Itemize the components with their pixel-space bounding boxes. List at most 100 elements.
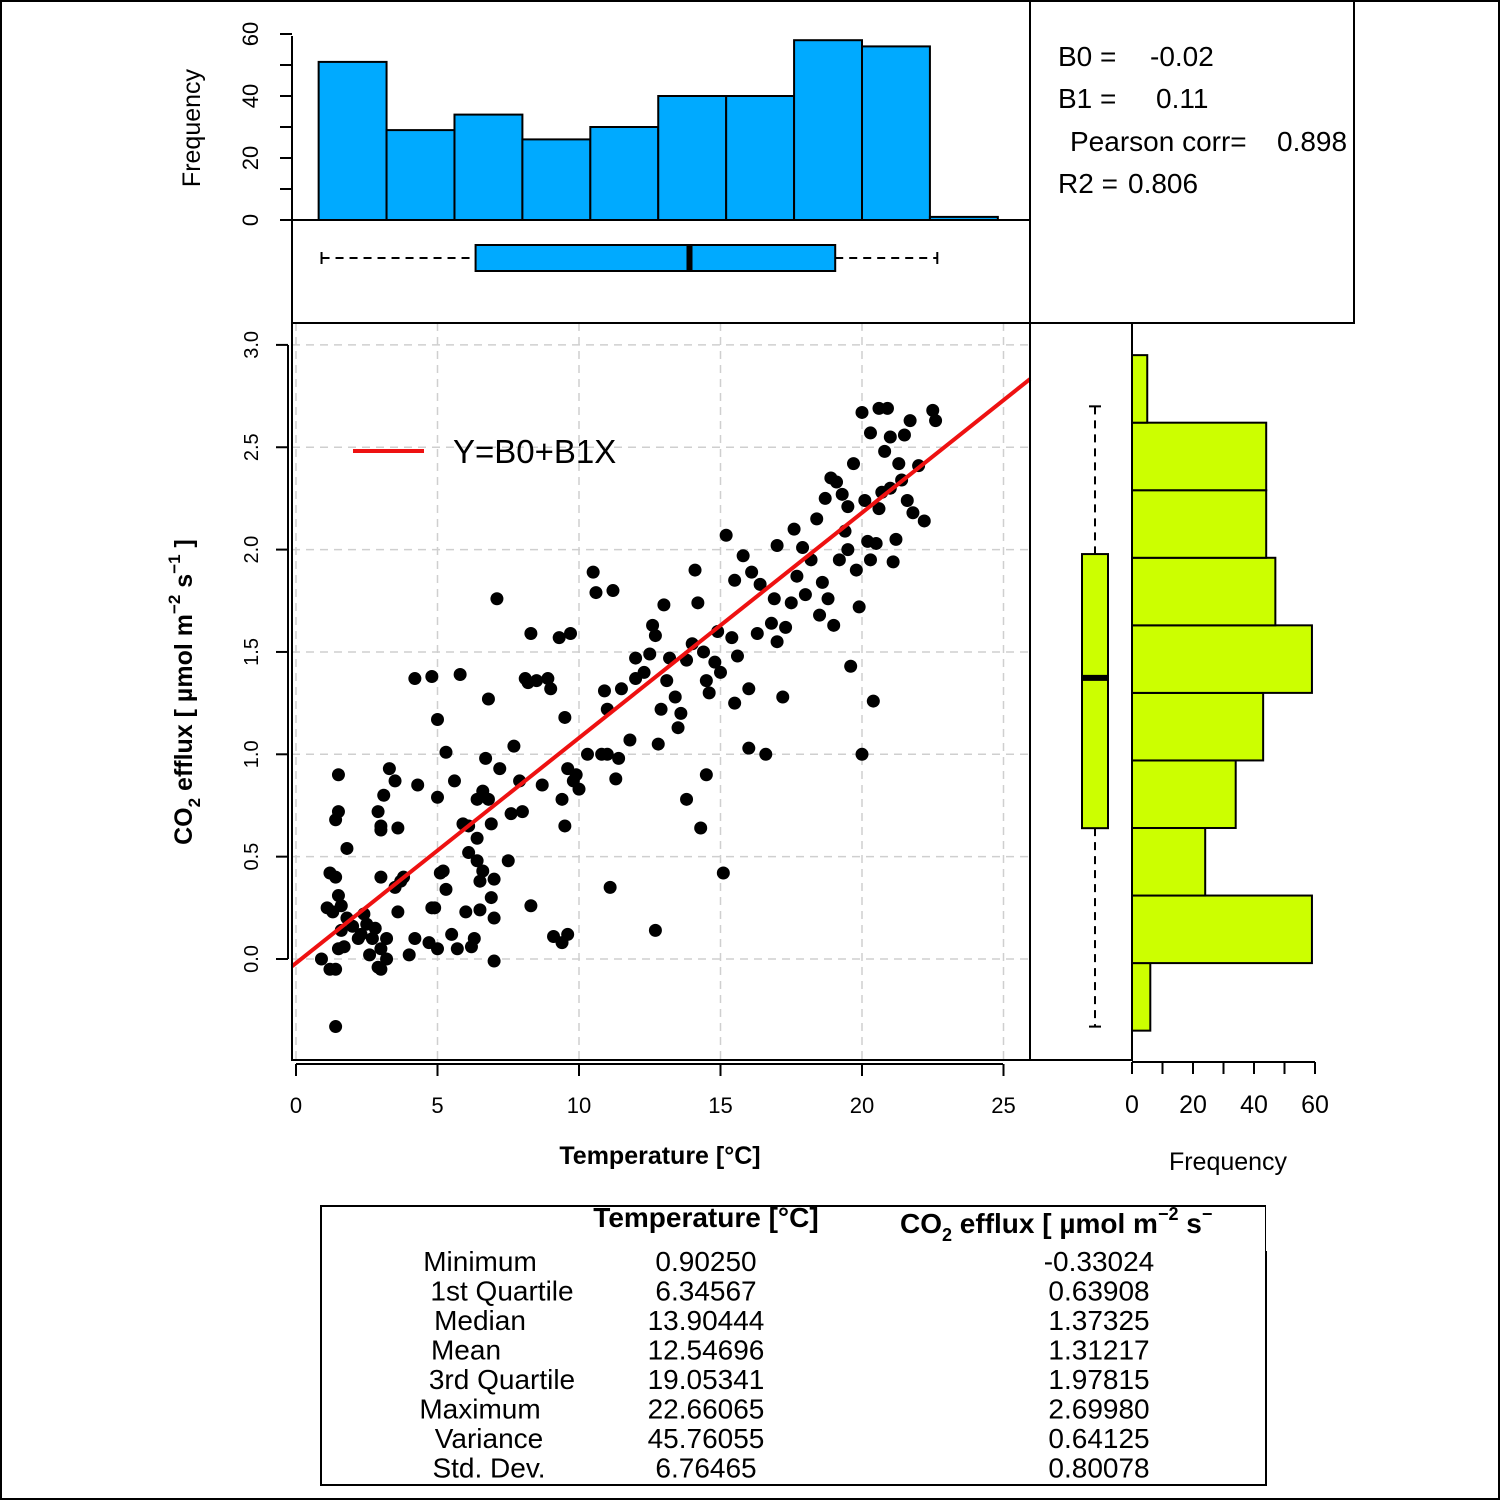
data-point bbox=[623, 733, 637, 747]
data-point bbox=[917, 514, 931, 528]
top-histogram-bar bbox=[521, 138, 592, 221]
data-point bbox=[750, 627, 764, 641]
data-point bbox=[331, 768, 345, 782]
data-point bbox=[467, 932, 481, 946]
data-point bbox=[391, 821, 405, 835]
data-point bbox=[849, 563, 863, 577]
data-point bbox=[612, 751, 626, 765]
summary-table-border bbox=[320, 1205, 1267, 1486]
scatter-xlabel: Temperature [°C] bbox=[559, 1142, 760, 1170]
summary-row-temperature: 19.05341 bbox=[648, 1364, 765, 1395]
data-point bbox=[880, 401, 894, 415]
x-tick-label: 20 bbox=[850, 1093, 874, 1118]
data-point bbox=[668, 690, 682, 704]
data-point bbox=[490, 592, 504, 606]
data-point bbox=[334, 923, 348, 937]
data-point bbox=[484, 891, 498, 905]
data-point bbox=[589, 586, 603, 600]
data-point bbox=[889, 532, 903, 546]
data-point bbox=[374, 962, 388, 976]
data-point bbox=[643, 647, 657, 661]
data-point bbox=[431, 713, 444, 727]
data-point bbox=[555, 792, 569, 806]
data-point bbox=[580, 747, 594, 761]
right-histogram-bar bbox=[1131, 556, 1277, 627]
data-point bbox=[790, 569, 804, 583]
box-iqr bbox=[474, 244, 837, 272]
data-point bbox=[558, 819, 572, 833]
data-point bbox=[374, 823, 388, 837]
pearson-label: Pearson corr= bbox=[1070, 126, 1247, 157]
b1-label: B1 = bbox=[1058, 83, 1116, 114]
data-point bbox=[847, 457, 861, 471]
top-histogram-bar bbox=[317, 60, 388, 222]
data-point bbox=[728, 696, 742, 710]
data-point bbox=[600, 747, 614, 761]
data-point bbox=[858, 493, 872, 507]
top-hist-y-tick-label: 60 bbox=[238, 22, 263, 46]
top-histogram-bar bbox=[657, 95, 728, 221]
data-point bbox=[388, 774, 402, 788]
x-tick-label: 5 bbox=[431, 1093, 443, 1118]
data-point bbox=[770, 635, 784, 649]
data-point bbox=[501, 854, 515, 868]
data-point bbox=[657, 598, 671, 612]
data-point bbox=[903, 414, 917, 428]
top-histogram-bar bbox=[793, 39, 864, 222]
data-point bbox=[821, 592, 835, 606]
data-point bbox=[716, 866, 730, 880]
data-point bbox=[504, 807, 518, 821]
data-point bbox=[646, 618, 660, 632]
data-point bbox=[878, 444, 892, 458]
y-tick-label: 2.0 bbox=[241, 536, 263, 564]
right-histogram-bar bbox=[1131, 691, 1265, 762]
data-point bbox=[337, 940, 351, 954]
data-point bbox=[866, 694, 880, 708]
data-point bbox=[688, 563, 702, 577]
top-histogram-bar bbox=[861, 45, 931, 222]
data-point bbox=[699, 768, 713, 782]
right-histogram-bar bbox=[1131, 826, 1207, 897]
top-histogram-bar bbox=[589, 126, 660, 221]
x-tick-label: 0 bbox=[290, 1093, 302, 1118]
data-point bbox=[844, 659, 858, 673]
data-point bbox=[544, 682, 558, 696]
data-point bbox=[515, 805, 529, 819]
data-point bbox=[745, 565, 759, 579]
data-point bbox=[382, 762, 396, 776]
summary-row-temperature: 22.66065 bbox=[648, 1394, 765, 1425]
data-point bbox=[855, 747, 869, 761]
data-point bbox=[770, 539, 784, 553]
data-point bbox=[470, 831, 484, 845]
scatter-panel-border bbox=[291, 322, 1031, 1061]
data-point bbox=[450, 942, 464, 956]
data-point bbox=[329, 962, 343, 976]
data-point bbox=[484, 817, 498, 831]
stats-panel bbox=[1029, 0, 1355, 324]
data-point bbox=[787, 522, 801, 536]
data-point bbox=[691, 596, 705, 610]
summary-row-co2: 0.80078 bbox=[1048, 1453, 1149, 1484]
data-point bbox=[363, 948, 377, 962]
data-point bbox=[402, 948, 416, 962]
right-histogram-bar bbox=[1131, 759, 1237, 829]
data-point bbox=[493, 762, 507, 776]
data-point bbox=[380, 932, 394, 946]
data-point bbox=[476, 864, 490, 878]
data-point bbox=[648, 629, 662, 643]
table-clip bbox=[1266, 1196, 1326, 1251]
top-histogram-y-axis: 0 20 40 60 Frequency bbox=[178, 22, 293, 226]
data-point bbox=[535, 778, 549, 792]
r2-label: R2 = bbox=[1058, 168, 1118, 199]
right-histogram-bar bbox=[1131, 894, 1313, 965]
x-tick-label: 25 bbox=[991, 1093, 1015, 1118]
summary-row-temperature: 6.34567 bbox=[655, 1276, 756, 1307]
data-point bbox=[742, 741, 756, 755]
data-point bbox=[431, 790, 444, 804]
co2-boxplot bbox=[1081, 405, 1109, 1028]
data-point bbox=[725, 631, 739, 645]
y-tick-label: 0.5 bbox=[241, 843, 263, 871]
data-point bbox=[730, 649, 744, 663]
